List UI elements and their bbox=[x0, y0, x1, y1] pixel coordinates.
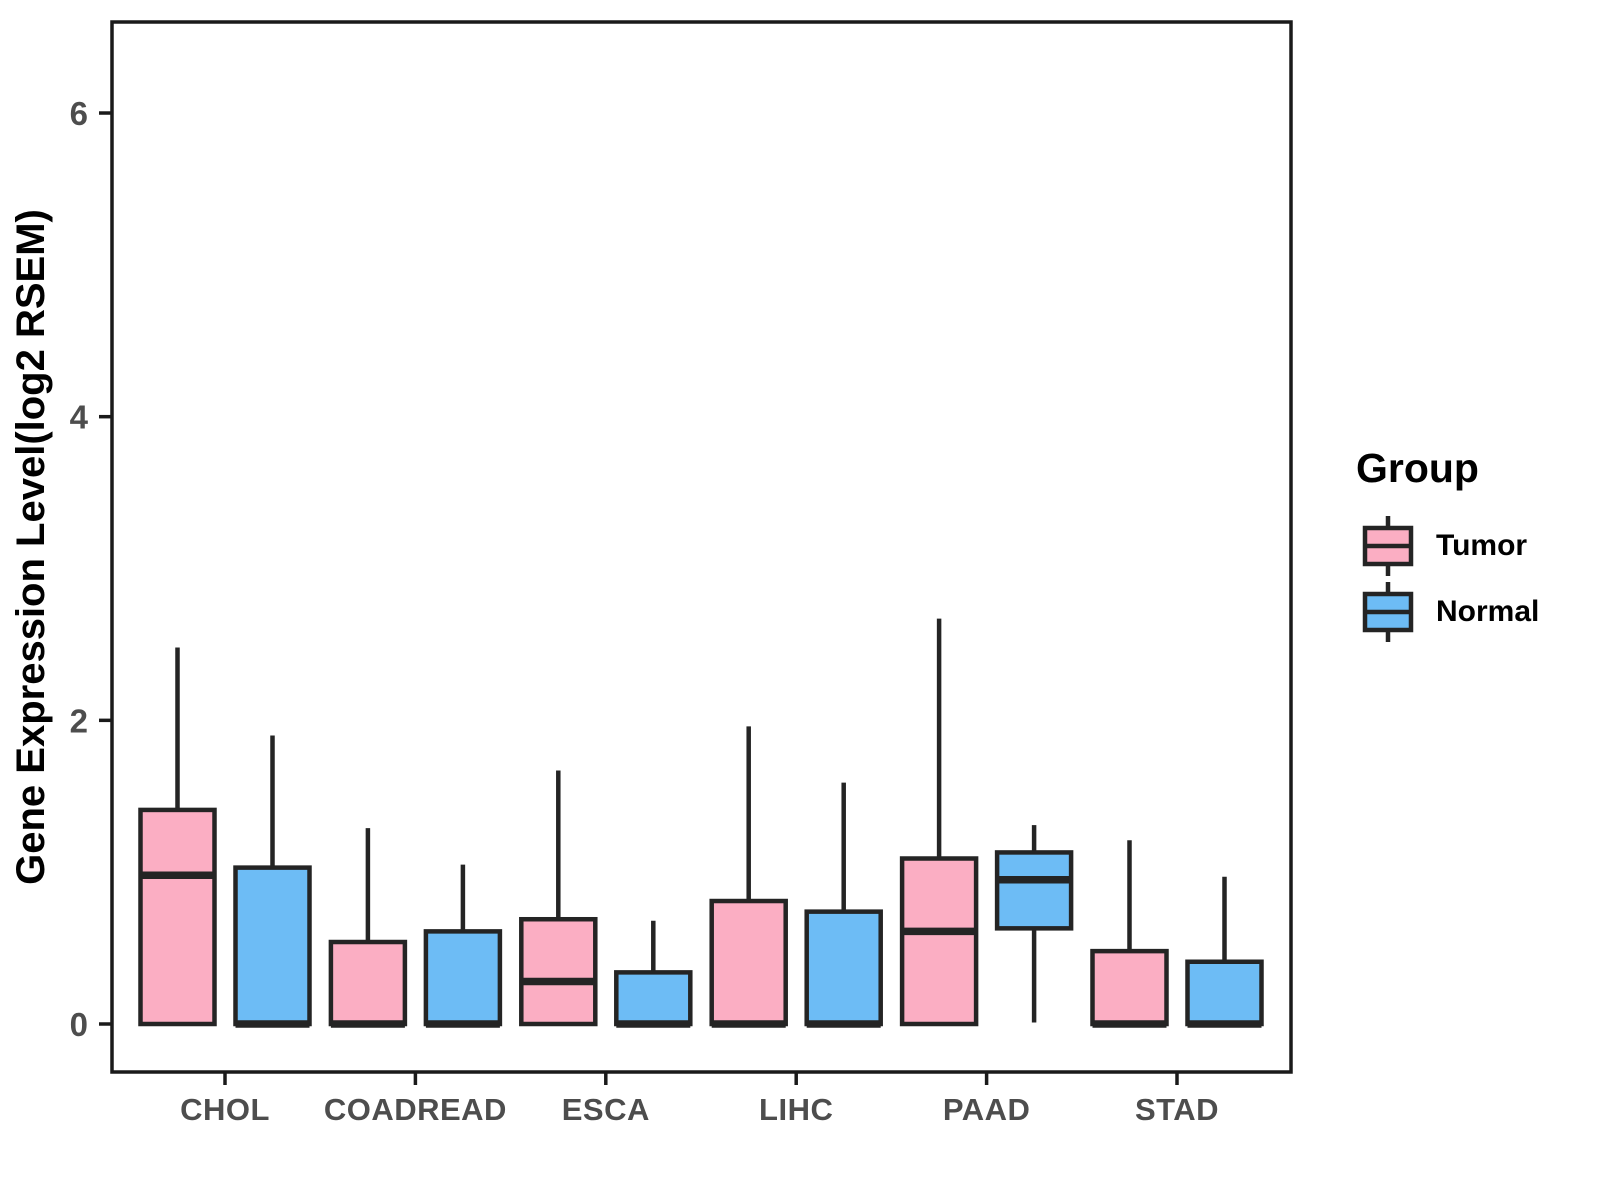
x-label-chol: CHOL bbox=[180, 1092, 270, 1127]
legend-item-normal: Normal bbox=[1350, 579, 1539, 645]
x-label-esca: ESCA bbox=[562, 1092, 650, 1127]
y-axis-title: Gene Expression Level(log2 RSEM) bbox=[9, 209, 53, 885]
box-tumor-chol bbox=[138, 647, 217, 1027]
plot-panel-border bbox=[110, 20, 1293, 1074]
x-label-paad: PAAD bbox=[943, 1092, 1031, 1127]
box-tumor-lihc bbox=[709, 726, 788, 1028]
box-normal-stad bbox=[1185, 876, 1264, 1028]
legend-title: Group bbox=[1356, 445, 1479, 491]
x-label-lihc: LIHC bbox=[759, 1092, 833, 1127]
box-tumor-stad bbox=[1090, 840, 1169, 1028]
tumor-boxplot-key-icon bbox=[1362, 516, 1414, 576]
legend-label-normal: Normal bbox=[1436, 595, 1540, 628]
x-label-coadread: COADREAD bbox=[324, 1092, 507, 1127]
box-normal-chol bbox=[233, 735, 312, 1028]
y-tick-label-0: 0 bbox=[70, 1006, 88, 1043]
box-tumor-coadread bbox=[328, 828, 408, 1028]
legend: Group Tumor Normal bbox=[1350, 448, 1539, 645]
box-tumor-paad bbox=[899, 618, 979, 1027]
box-normal-coadread bbox=[423, 864, 503, 1028]
y-tick-label-4: 4 bbox=[70, 399, 89, 436]
box-normal-esca bbox=[614, 920, 693, 1028]
legend-item-tumor: Tumor bbox=[1350, 513, 1539, 579]
x-label-stad: STAD bbox=[1135, 1092, 1219, 1127]
box-normal-lihc bbox=[804, 782, 883, 1028]
box-tumor-esca bbox=[519, 770, 598, 1027]
legend-label-tumor: Tumor bbox=[1436, 529, 1528, 562]
y-tick-label-2: 2 bbox=[70, 702, 88, 739]
box-normal-paad bbox=[994, 825, 1074, 1023]
normal-boxplot-key-icon bbox=[1362, 582, 1414, 642]
y-tick-label-6: 6 bbox=[70, 95, 88, 132]
